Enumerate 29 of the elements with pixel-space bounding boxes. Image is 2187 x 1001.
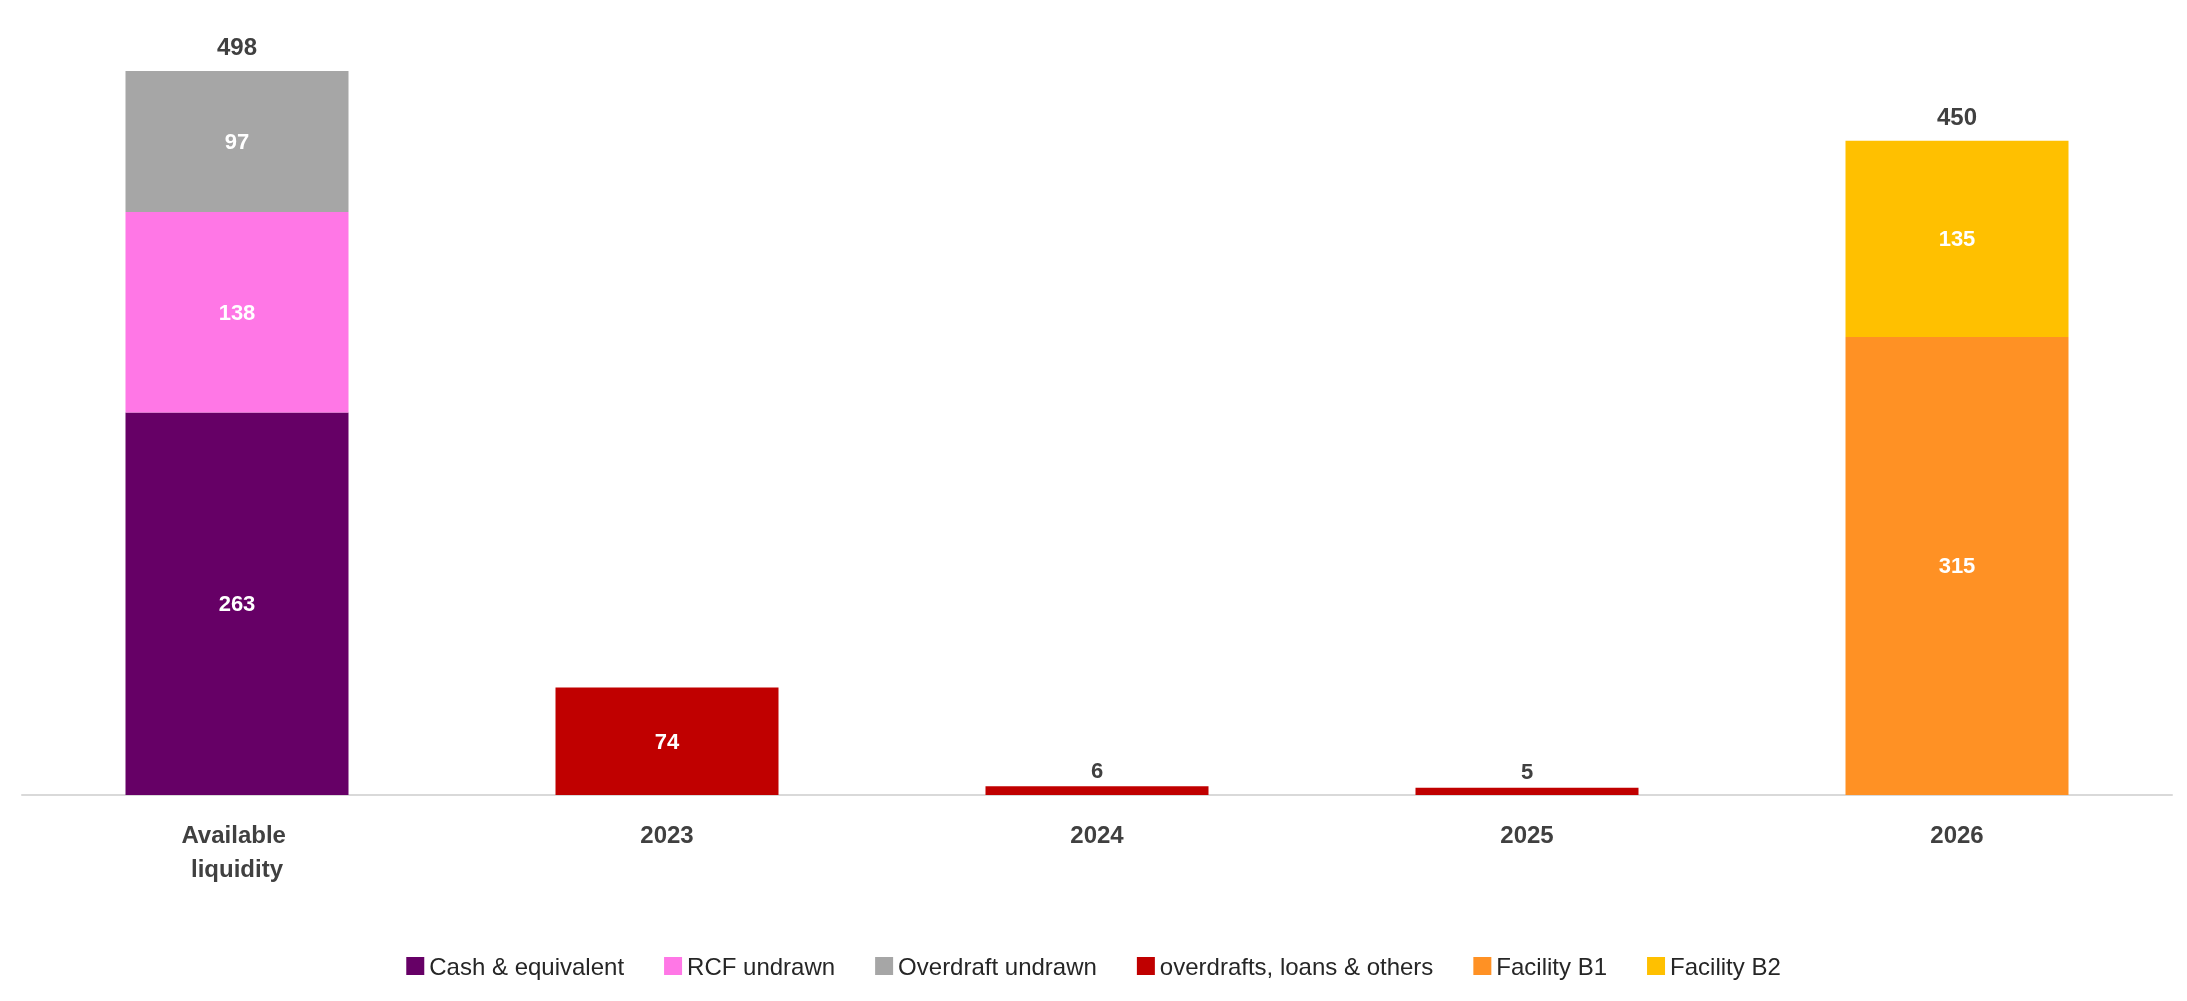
x-tick-label: 2024 [1070, 820, 1125, 848]
data-label: 135 [1938, 226, 1976, 252]
bar [125, 412, 349, 795]
x-tick-label: 2025 [1500, 820, 1554, 848]
data-label: 5 [1520, 759, 1534, 785]
legend-label: Facility B1 [1496, 952, 1608, 980]
data-label: 138 [218, 299, 256, 325]
x-tick-label: 2023 [640, 820, 694, 848]
bar [1845, 140, 2069, 337]
legend-label: overdrafts, loans & others [1159, 952, 1434, 980]
bar [985, 786, 1209, 795]
data-label: 97 [224, 128, 250, 154]
bar [1415, 787, 1639, 795]
data-label: 263 [218, 591, 256, 617]
legend-label: Facility B2 [1670, 952, 1781, 980]
bar [555, 687, 779, 795]
x-tick-label: Available liquidity [181, 820, 293, 882]
bar [125, 70, 349, 212]
bar [1845, 336, 2069, 795]
data-label: 315 [1938, 553, 1976, 579]
total-label: 498 [216, 33, 258, 61]
legend-label: Cash & equivalent [429, 952, 625, 980]
legend-label: RCF undrawn [687, 952, 836, 980]
bar [125, 211, 349, 413]
legend-label: Overdraft undrawn [898, 952, 1097, 980]
data-label: 74 [654, 728, 680, 754]
total-label: 450 [1936, 103, 1978, 131]
data-label: 6 [1090, 757, 1104, 783]
x-tick-label: 2026 [1930, 820, 1984, 848]
